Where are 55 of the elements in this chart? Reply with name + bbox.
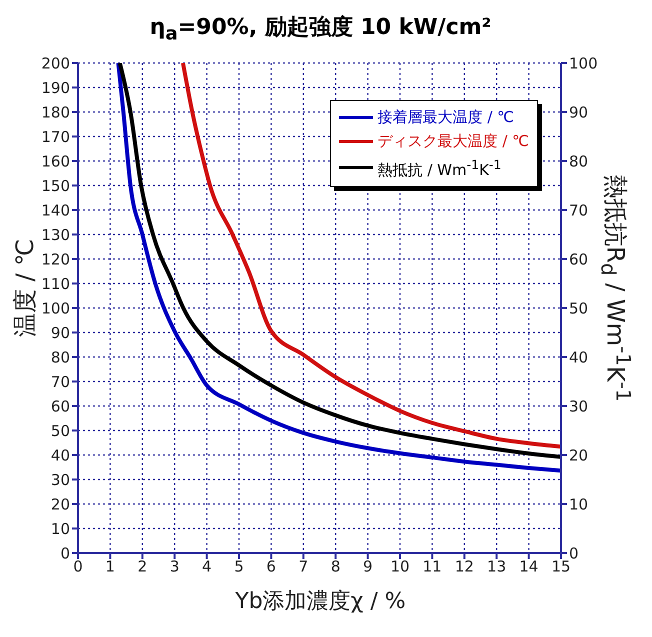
legend-label: ディスク最大温度 / ℃	[378, 131, 529, 152]
x-tick-label: 7	[298, 558, 308, 576]
y-tick-label: 30	[50, 470, 70, 489]
y-tick-label: 100	[41, 299, 70, 318]
x-axis-title: Yb添加濃度χ / %	[235, 589, 406, 614]
y-tick-label: 130	[41, 226, 70, 244]
y-axis-title: 温度 / ℃	[11, 238, 39, 338]
x-tick-label: 1	[105, 558, 115, 576]
y2-tick-label: 50	[569, 299, 588, 318]
x-tick-label: 2	[138, 558, 148, 576]
x-tick-label: 8	[330, 558, 340, 576]
y-tick-label: 50	[50, 422, 70, 440]
y2-tick-label: 40	[569, 348, 588, 366]
y2-tick-label: 0	[569, 544, 579, 562]
y-tick-label: 60	[50, 397, 70, 416]
chart-title: η$_{a}$=90%, 励起強度 10 kW/cm²	[150, 15, 492, 44]
y2-tick-label: 90	[569, 103, 588, 122]
y-tick-label: 120	[41, 250, 70, 268]
y-tick-label: 0	[60, 544, 70, 562]
y-tick-label: 80	[50, 348, 70, 366]
x-tick-label: 14	[519, 558, 538, 576]
legend-label: 熱抵抗 / Wm$^{-1}$K$^{-1}$	[378, 156, 502, 181]
y-tick-label: 10	[50, 520, 70, 538]
x-tick-label: 5	[234, 558, 244, 576]
y-tick-label: 140	[41, 201, 70, 220]
y-tick-label: 70	[50, 372, 70, 391]
legend-label: 接着層最大温度 / ℃	[378, 107, 514, 128]
x-tick-label: 0	[73, 558, 83, 576]
x-tick-label: 9	[363, 558, 373, 576]
y-tick-label: 150	[41, 176, 70, 195]
y-tick-label: 180	[41, 103, 70, 122]
y2-tick-label: 80	[569, 152, 588, 170]
y2-tick-label: 10	[569, 495, 588, 514]
x-tick-label: 12	[454, 558, 474, 576]
x-tick-label: 15	[551, 558, 571, 576]
y2-tick-label: 20	[569, 446, 588, 464]
y2-tick-label: 70	[569, 201, 588, 220]
y2-tick-label: 60	[569, 250, 588, 268]
y-tick-label: 190	[41, 78, 70, 97]
y2-tick-label: 30	[569, 397, 588, 416]
y-tick-label: 170	[41, 128, 70, 146]
x-tick-label: 6	[266, 558, 276, 576]
y-tick-label: 200	[41, 54, 70, 72]
x-tick-label: 10	[390, 558, 410, 576]
y-tick-label: 160	[41, 152, 70, 170]
x-tick-label: 13	[487, 558, 506, 576]
y-tick-label: 90	[50, 324, 70, 342]
y-tick-label: 40	[50, 446, 70, 464]
y2-tick-label: 100	[569, 54, 598, 72]
y-tick-label: 20	[50, 495, 70, 514]
x-tick-label: 3	[170, 558, 180, 576]
x-tick-label: 11	[422, 558, 442, 576]
line-series	[180, 63, 561, 449]
y-tick-label: 110	[41, 274, 70, 293]
x-tick-label: 4	[202, 558, 212, 576]
